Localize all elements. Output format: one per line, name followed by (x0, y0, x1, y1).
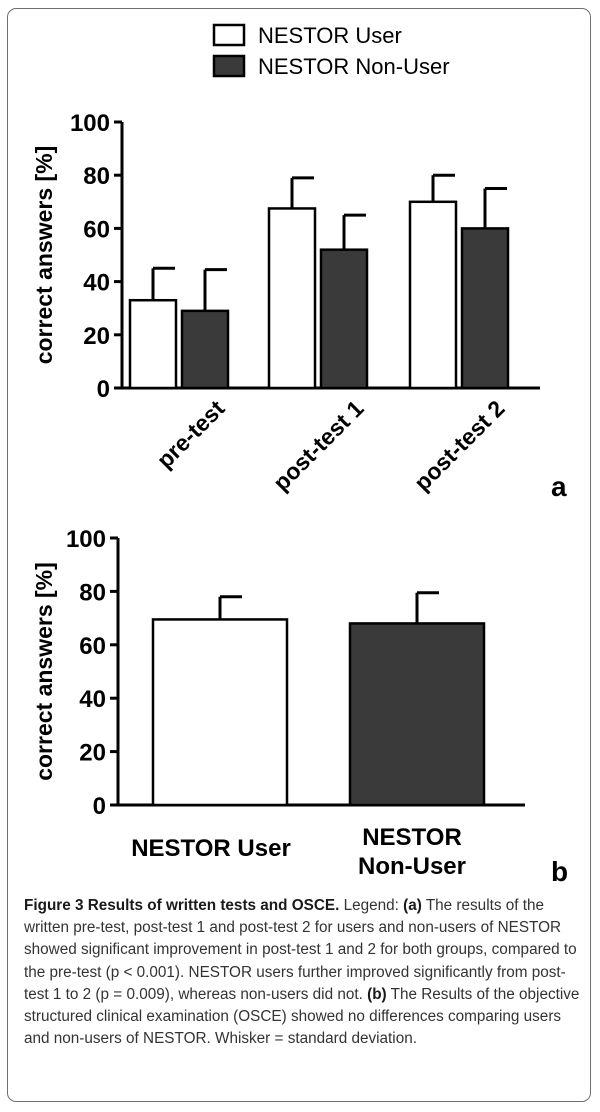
legend-swatch-nonuser (212, 54, 246, 78)
panel-a-y-tick-label: 100 (70, 110, 110, 137)
panel-b-y-tick-label: 0 (93, 793, 106, 820)
panel-b-x-tick-label: NESTOR (362, 824, 462, 851)
panel-a-bar-nonuser (460, 227, 510, 390)
panel-a-x-tick-label: post-test 1 (268, 395, 369, 496)
panel-a-bar-user (267, 207, 317, 390)
panel-b-bar-nonuser (348, 622, 486, 807)
figure-frame (7, 8, 591, 1102)
panel-a-x-tick-label: pre-test (151, 395, 229, 473)
panel-a-y-axis-label: correct answers [%] (31, 146, 57, 365)
panel-a-y-tick-label: 80 (83, 163, 110, 190)
panel-a-x-tick-label: post-test 2 (409, 395, 510, 496)
panel-b-x-tick-label: Non-User (358, 853, 466, 880)
panel-a-bar-nonuser (180, 309, 230, 390)
panel-a-bar-user (128, 298, 178, 390)
figure-caption: Figure 3 Results of written tests and OS… (24, 895, 580, 1050)
panel-b-label: b (551, 856, 568, 887)
panel-b-x-tick-label: NESTOR User (131, 835, 291, 862)
caption-a-label: (a) (403, 897, 422, 914)
legend-label-nonuser: NESTOR Non-User (258, 54, 450, 79)
panel-a-y-tick-label: 40 (83, 270, 110, 297)
panel-b-y-tick-label: 40 (79, 686, 106, 713)
caption-b-text: The Results of the objective structured … (24, 985, 580, 1048)
panel-b-y-tick-label: 80 (79, 579, 106, 606)
panel-a-label: a (551, 471, 567, 502)
caption-a-text: The results of the written pre-test, pos… (24, 897, 577, 1003)
caption-legend-word: Legend: (343, 897, 399, 914)
panel-a-bar-user (408, 200, 458, 390)
legend-label-user: NESTOR User (258, 23, 402, 48)
figure-charts: 0 20 40 60 80 100 correct answers [%] pre-test p… (31, 23, 568, 887)
panel-a-y-tick-label: 20 (83, 323, 110, 350)
panel-a-bar-nonuser (319, 248, 369, 390)
panel-a-y-tick-label: 60 (83, 216, 110, 243)
caption-b-label: (b) (367, 985, 387, 1003)
panel-b-y-tick-label: 60 (79, 633, 106, 660)
panel-a-y-tick-label: 0 (97, 376, 110, 403)
caption-title: Figure 3 Results of written tests and OS… (24, 897, 340, 914)
panel-b-y-tick-label: 100 (66, 526, 106, 553)
panel-b-y-axis-label: correct answers [%] (31, 562, 57, 781)
panel-b-y-tick-label: 20 (79, 740, 106, 767)
panel-b-bar-user (151, 618, 289, 807)
legend-swatch-user (212, 23, 246, 47)
